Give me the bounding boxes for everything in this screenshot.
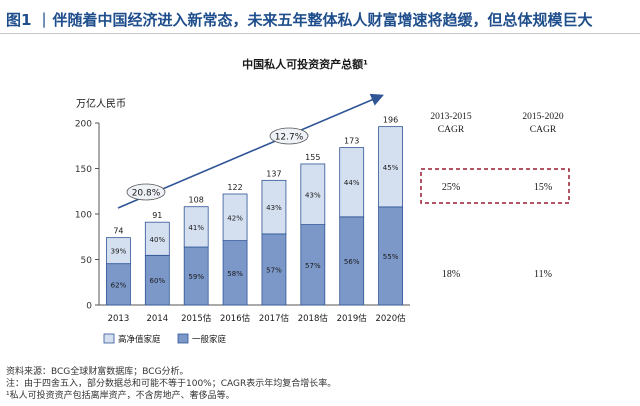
share-label-hnw: 42%	[227, 214, 243, 222]
share-label-hnw: 45%	[383, 164, 399, 172]
highlight-dashed-box	[420, 168, 570, 204]
bar-total-label: 91	[152, 211, 162, 220]
x-tick-label: 2014	[146, 314, 168, 324]
share-label-general: 58%	[227, 270, 243, 278]
growth-rate-label: 12.7%	[275, 133, 304, 143]
share-label-hnw: 43%	[305, 191, 321, 199]
bar-total-label: 137	[266, 169, 281, 178]
figure-label: 图1	[6, 10, 32, 29]
bar-segment-general	[106, 263, 131, 306]
share-label-general: 55%	[383, 253, 399, 261]
title-divider	[0, 33, 640, 34]
footer-notes: 资料来源：BCG全球财富数据库；BCG分析。 注：由于四舍五入，部分数据总和可能…	[6, 366, 634, 402]
bar-total-label: 108	[189, 196, 204, 205]
legend-label-hnw: 高净值家庭	[118, 334, 161, 345]
bar-segment-hnw	[222, 193, 248, 242]
cagr-value: 25%	[442, 182, 460, 193]
footer-source: 资料来源：BCG全球财富数据库；BCG分析。	[6, 367, 189, 377]
share-label-hnw: 39%	[111, 248, 127, 256]
x-tick-label: 2020估	[375, 313, 406, 324]
figure-title-bar: 图1 | 伴随着中国经济进入新常态，未来五年整体私人财富增速将趋缓，但总体规模巨…	[6, 6, 634, 32]
bar-segment-hnw	[144, 221, 170, 256]
y-tick-label: 0	[86, 302, 92, 312]
cagr-column-header: 2015-2020	[522, 112, 563, 122]
share-label-hnw: 44%	[344, 179, 360, 187]
bar-segment-hnw	[300, 163, 326, 226]
share-label-general: 62%	[111, 281, 127, 289]
y-tick-label: 100	[75, 211, 92, 221]
bar-segment-general	[144, 254, 170, 306]
growth-rate-bubble	[126, 183, 166, 201]
share-label-general: 57%	[305, 262, 321, 270]
y-tick-label: 50	[81, 256, 93, 266]
bar-total-label: 122	[227, 183, 242, 192]
legend-swatch-general	[177, 333, 189, 344]
y-tick-label: 150	[75, 165, 92, 175]
x-tick-label: 2015估	[181, 313, 212, 324]
footer-note: 注：由于四舍五入，部分数据总和可能不等于100%；CAGR表示年均复合增长率。	[6, 379, 337, 389]
share-label-hnw: 43%	[266, 204, 282, 212]
bar-total-label: 155	[305, 153, 320, 162]
bar-segment-hnw	[339, 147, 365, 218]
share-label-general: 59%	[188, 273, 204, 281]
x-tick-label: 2019估	[337, 313, 368, 324]
bar-segment-hnw	[106, 237, 131, 265]
growth-rate-label: 20.8%	[132, 189, 161, 199]
cagr-column-header: 2013-2015	[430, 112, 471, 122]
cagr-value: 18%	[442, 269, 460, 280]
x-tick-label: 2016估	[220, 313, 251, 324]
bar-segment-hnw	[183, 206, 209, 248]
chart-title: 中国私人可投资资产总额¹	[242, 57, 368, 71]
legend-label-general: 一般家庭	[192, 334, 227, 345]
share-label-hnw: 41%	[188, 224, 204, 232]
cagr-column-header: CAGR	[530, 125, 557, 135]
bar-segment-general	[378, 206, 403, 306]
legend-swatch-hnw	[103, 333, 115, 344]
share-label-general: 60%	[150, 277, 166, 285]
bar-segment-general	[300, 224, 326, 306]
bar-total-label: 173	[344, 137, 359, 146]
title-separator: |	[41, 10, 47, 28]
bar-total-label: 74	[113, 227, 123, 236]
x-tick-label: 2013	[108, 314, 130, 324]
y-tick-label: 200	[75, 120, 92, 130]
figure-title: 伴随着中国经济进入新常态，未来五年整体私人财富增速将趋缓，但总体规模巨大	[52, 10, 593, 29]
y-axis-label: 万亿人民币	[76, 97, 126, 110]
footer-footnote: ¹私人可投资资产包括离岸资产，不含房地产、奢侈品等。	[6, 391, 235, 401]
share-label-hnw: 40%	[150, 236, 166, 244]
bar-segment-hnw	[378, 126, 403, 208]
bar-segment-hnw	[261, 179, 287, 235]
share-label-general: 57%	[266, 266, 282, 274]
bar-segment-general	[183, 246, 209, 306]
bar-total-label: 196	[383, 116, 398, 125]
cagr-value: 15%	[534, 182, 552, 193]
cagr-column-header: CAGR	[438, 125, 465, 135]
bar-segment-general	[339, 216, 365, 306]
growth-rate-bubble	[269, 127, 309, 145]
x-tick-label: 2018估	[298, 313, 329, 324]
x-tick-label: 2017估	[259, 313, 290, 324]
cagr-value: 11%	[534, 269, 552, 280]
share-label-general: 56%	[344, 258, 360, 266]
